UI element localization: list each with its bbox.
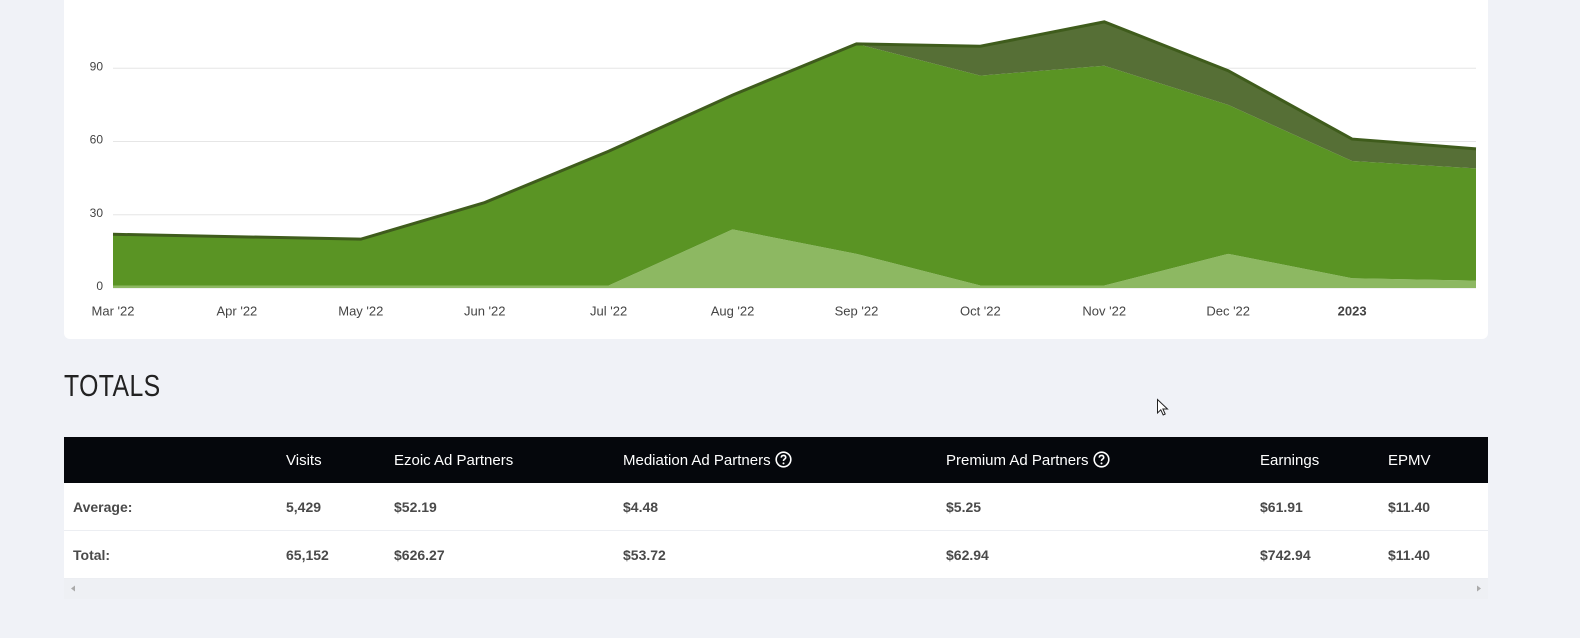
x-tick-label: Dec '22 bbox=[1206, 303, 1250, 318]
table-cell: 5,429 bbox=[286, 483, 394, 531]
chart-card: 0 30 60 90 Mar '22 Apr '22 May '22 Jun '22 Jul '… bbox=[64, 0, 1488, 339]
header-row: Visits Ezoic Ad Partners Mediation Ad Part… bbox=[64, 437, 1488, 483]
table-cell: Total: bbox=[64, 530, 286, 579]
chart: 0 30 60 90 Mar '22 Apr '22 May '22 Jun '22 Jul '… bbox=[90, 20, 1477, 318]
table-cell: $742.94 bbox=[1260, 530, 1388, 579]
header-cell bbox=[64, 437, 286, 483]
area bbox=[113, 43, 1476, 286]
x-tick-label: Jun '22 bbox=[464, 303, 506, 318]
x-tick-label: May '22 bbox=[338, 303, 383, 318]
column-header-text: EPMV bbox=[1388, 451, 1431, 469]
y-tick-label: 0 bbox=[96, 279, 103, 293]
column-header: EPMV bbox=[1388, 437, 1488, 483]
x-tick-label: Jul '22 bbox=[590, 303, 627, 318]
table-cell: 65,152 bbox=[286, 530, 394, 579]
table-row: Average: 5,429 $52.19 $4.48 $5.25 $61.91 $11.4… bbox=[64, 483, 1488, 531]
scroll-arrows bbox=[71, 585, 1481, 592]
column-header-text: Premium Ad Partners bbox=[946, 452, 1089, 469]
cursor bbox=[1157, 398, 1169, 416]
section-title: TOTALS bbox=[64, 368, 161, 403]
y-tick-label: 90 bbox=[90, 59, 104, 73]
x-tick-label: Nov '22 bbox=[1082, 303, 1126, 318]
x-tick-label: 2023 bbox=[1338, 303, 1367, 318]
area bbox=[113, 229, 1476, 288]
column-header: Ezoic Ad Partners bbox=[394, 437, 623, 483]
help-icon[interactable] bbox=[774, 451, 792, 468]
column-header: Visits bbox=[286, 437, 394, 483]
column-header-text: Visits bbox=[286, 451, 322, 469]
table-cell: $11.40 bbox=[1388, 530, 1488, 579]
totals-table: Visits Ezoic Ad Partners Mediation Ad Part… bbox=[64, 437, 1488, 579]
scrollbar bbox=[64, 579, 1488, 599]
x-tick-label: Aug '22 bbox=[711, 303, 755, 318]
column-header: Earnings bbox=[1260, 437, 1388, 483]
column-header-text: Ezoic Ad Partners bbox=[394, 451, 514, 469]
table-cell: Average: bbox=[64, 483, 286, 531]
column-header-text: Earnings bbox=[1260, 451, 1320, 469]
x-tick-label: Oct '22 bbox=[960, 303, 1001, 318]
area-top-line bbox=[112, 20, 1477, 241]
column-header: Premium Ad Partners bbox=[946, 437, 1260, 483]
table-cell: $4.48 bbox=[623, 483, 946, 531]
table-cell: $61.91 bbox=[1260, 483, 1388, 531]
help-icon[interactable] bbox=[1092, 451, 1110, 468]
x-tick-label: Sep '22 bbox=[835, 303, 879, 318]
table-row: Total: 65,152 $626.27 $53.72 $62.94 $742.94 $1… bbox=[64, 530, 1488, 579]
x-tick-label: Mar '22 bbox=[92, 303, 135, 318]
table-cell: $11.40 bbox=[1388, 483, 1488, 531]
y-tick-label: 30 bbox=[90, 206, 104, 220]
table-cell: $626.27 bbox=[394, 530, 623, 579]
column-header-text: Mediation Ad Partners bbox=[623, 452, 771, 469]
x-tick-label: Apr '22 bbox=[217, 303, 258, 318]
table-cell: $52.19 bbox=[394, 483, 623, 531]
table-cell: $62.94 bbox=[946, 530, 1260, 579]
table-cell: $5.25 bbox=[946, 483, 1260, 531]
table-body: Average: 5,429 $52.19 $4.48 $5.25 $61.91 $11.4… bbox=[64, 483, 1488, 579]
column-header: Mediation Ad Partners bbox=[623, 437, 946, 483]
table-cell: $53.72 bbox=[623, 530, 946, 579]
y-tick-label: 60 bbox=[90, 133, 104, 147]
